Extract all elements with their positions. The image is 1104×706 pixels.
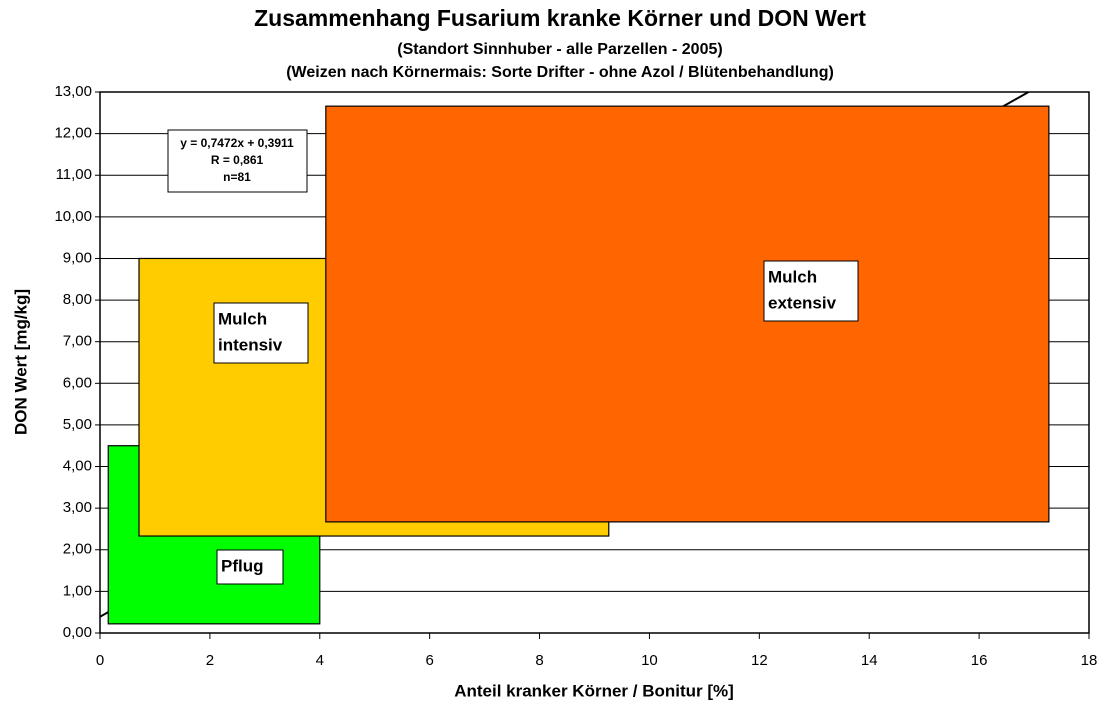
y-tick-label: 2,00 bbox=[63, 541, 92, 558]
x-tick-label: 12 bbox=[751, 652, 768, 669]
region-label: Mulch bbox=[218, 309, 267, 328]
region-label-box bbox=[216, 549, 284, 585]
y-tick-label: 6,00 bbox=[63, 374, 92, 391]
y-tick-label: 13,00 bbox=[54, 83, 92, 100]
annotation: y = 0,7472x + 0,3911 bbox=[180, 136, 294, 150]
y-tick-label: 3,00 bbox=[63, 499, 92, 516]
x-tick-label: 2 bbox=[206, 652, 214, 669]
x-axis-label: Anteil kranker Körner / Bonitur [%] bbox=[454, 681, 734, 700]
region-label: intensiv bbox=[218, 335, 283, 354]
x-tick-label: 18 bbox=[1081, 652, 1098, 669]
y-tick-label: 8,00 bbox=[63, 291, 92, 308]
chart-subtitle: (Standort Sinnhuber - alle Parzellen - 2… bbox=[397, 41, 722, 58]
annotation: R = 0,861 bbox=[211, 153, 264, 167]
x-tick-label: 14 bbox=[861, 652, 878, 669]
region bbox=[325, 105, 1050, 523]
y-tick-label: 4,00 bbox=[63, 458, 92, 475]
x-tick-label: 8 bbox=[535, 652, 543, 669]
y-axis-label: DON Wert [mg/kg] bbox=[11, 289, 30, 435]
y-tick-label: 7,00 bbox=[63, 333, 92, 350]
y-tick-label: 9,00 bbox=[63, 249, 92, 266]
chart-title: Zusammenhang Fusarium kranke Körner und … bbox=[254, 5, 866, 31]
region-label-box bbox=[213, 302, 309, 364]
region-label: Pflug bbox=[221, 556, 264, 575]
y-tick-label: 12,00 bbox=[54, 125, 92, 142]
region-label: Mulch bbox=[768, 267, 817, 286]
y-tick-label: 5,00 bbox=[63, 416, 92, 433]
region-label: extensiv bbox=[768, 293, 837, 312]
y-tick-label: 0,00 bbox=[63, 624, 92, 641]
y-tick-label: 10,00 bbox=[54, 208, 92, 225]
x-tick-label: 0 bbox=[96, 652, 104, 669]
x-tick-label: 10 bbox=[641, 652, 658, 669]
x-tick-label: 16 bbox=[971, 652, 988, 669]
annotation-box bbox=[167, 129, 308, 193]
region-label-box bbox=[763, 260, 859, 322]
annotation: n=81 bbox=[223, 170, 251, 184]
x-tick-label: 6 bbox=[425, 652, 433, 669]
x-tick-label: 4 bbox=[316, 652, 324, 669]
chart-subtitle: (Weizen nach Körnermais: Sorte Drifter -… bbox=[286, 64, 834, 81]
plot-border bbox=[99, 91, 1090, 634]
y-tick-label: 11,00 bbox=[56, 166, 92, 183]
y-tick-label: 1,00 bbox=[63, 582, 92, 599]
